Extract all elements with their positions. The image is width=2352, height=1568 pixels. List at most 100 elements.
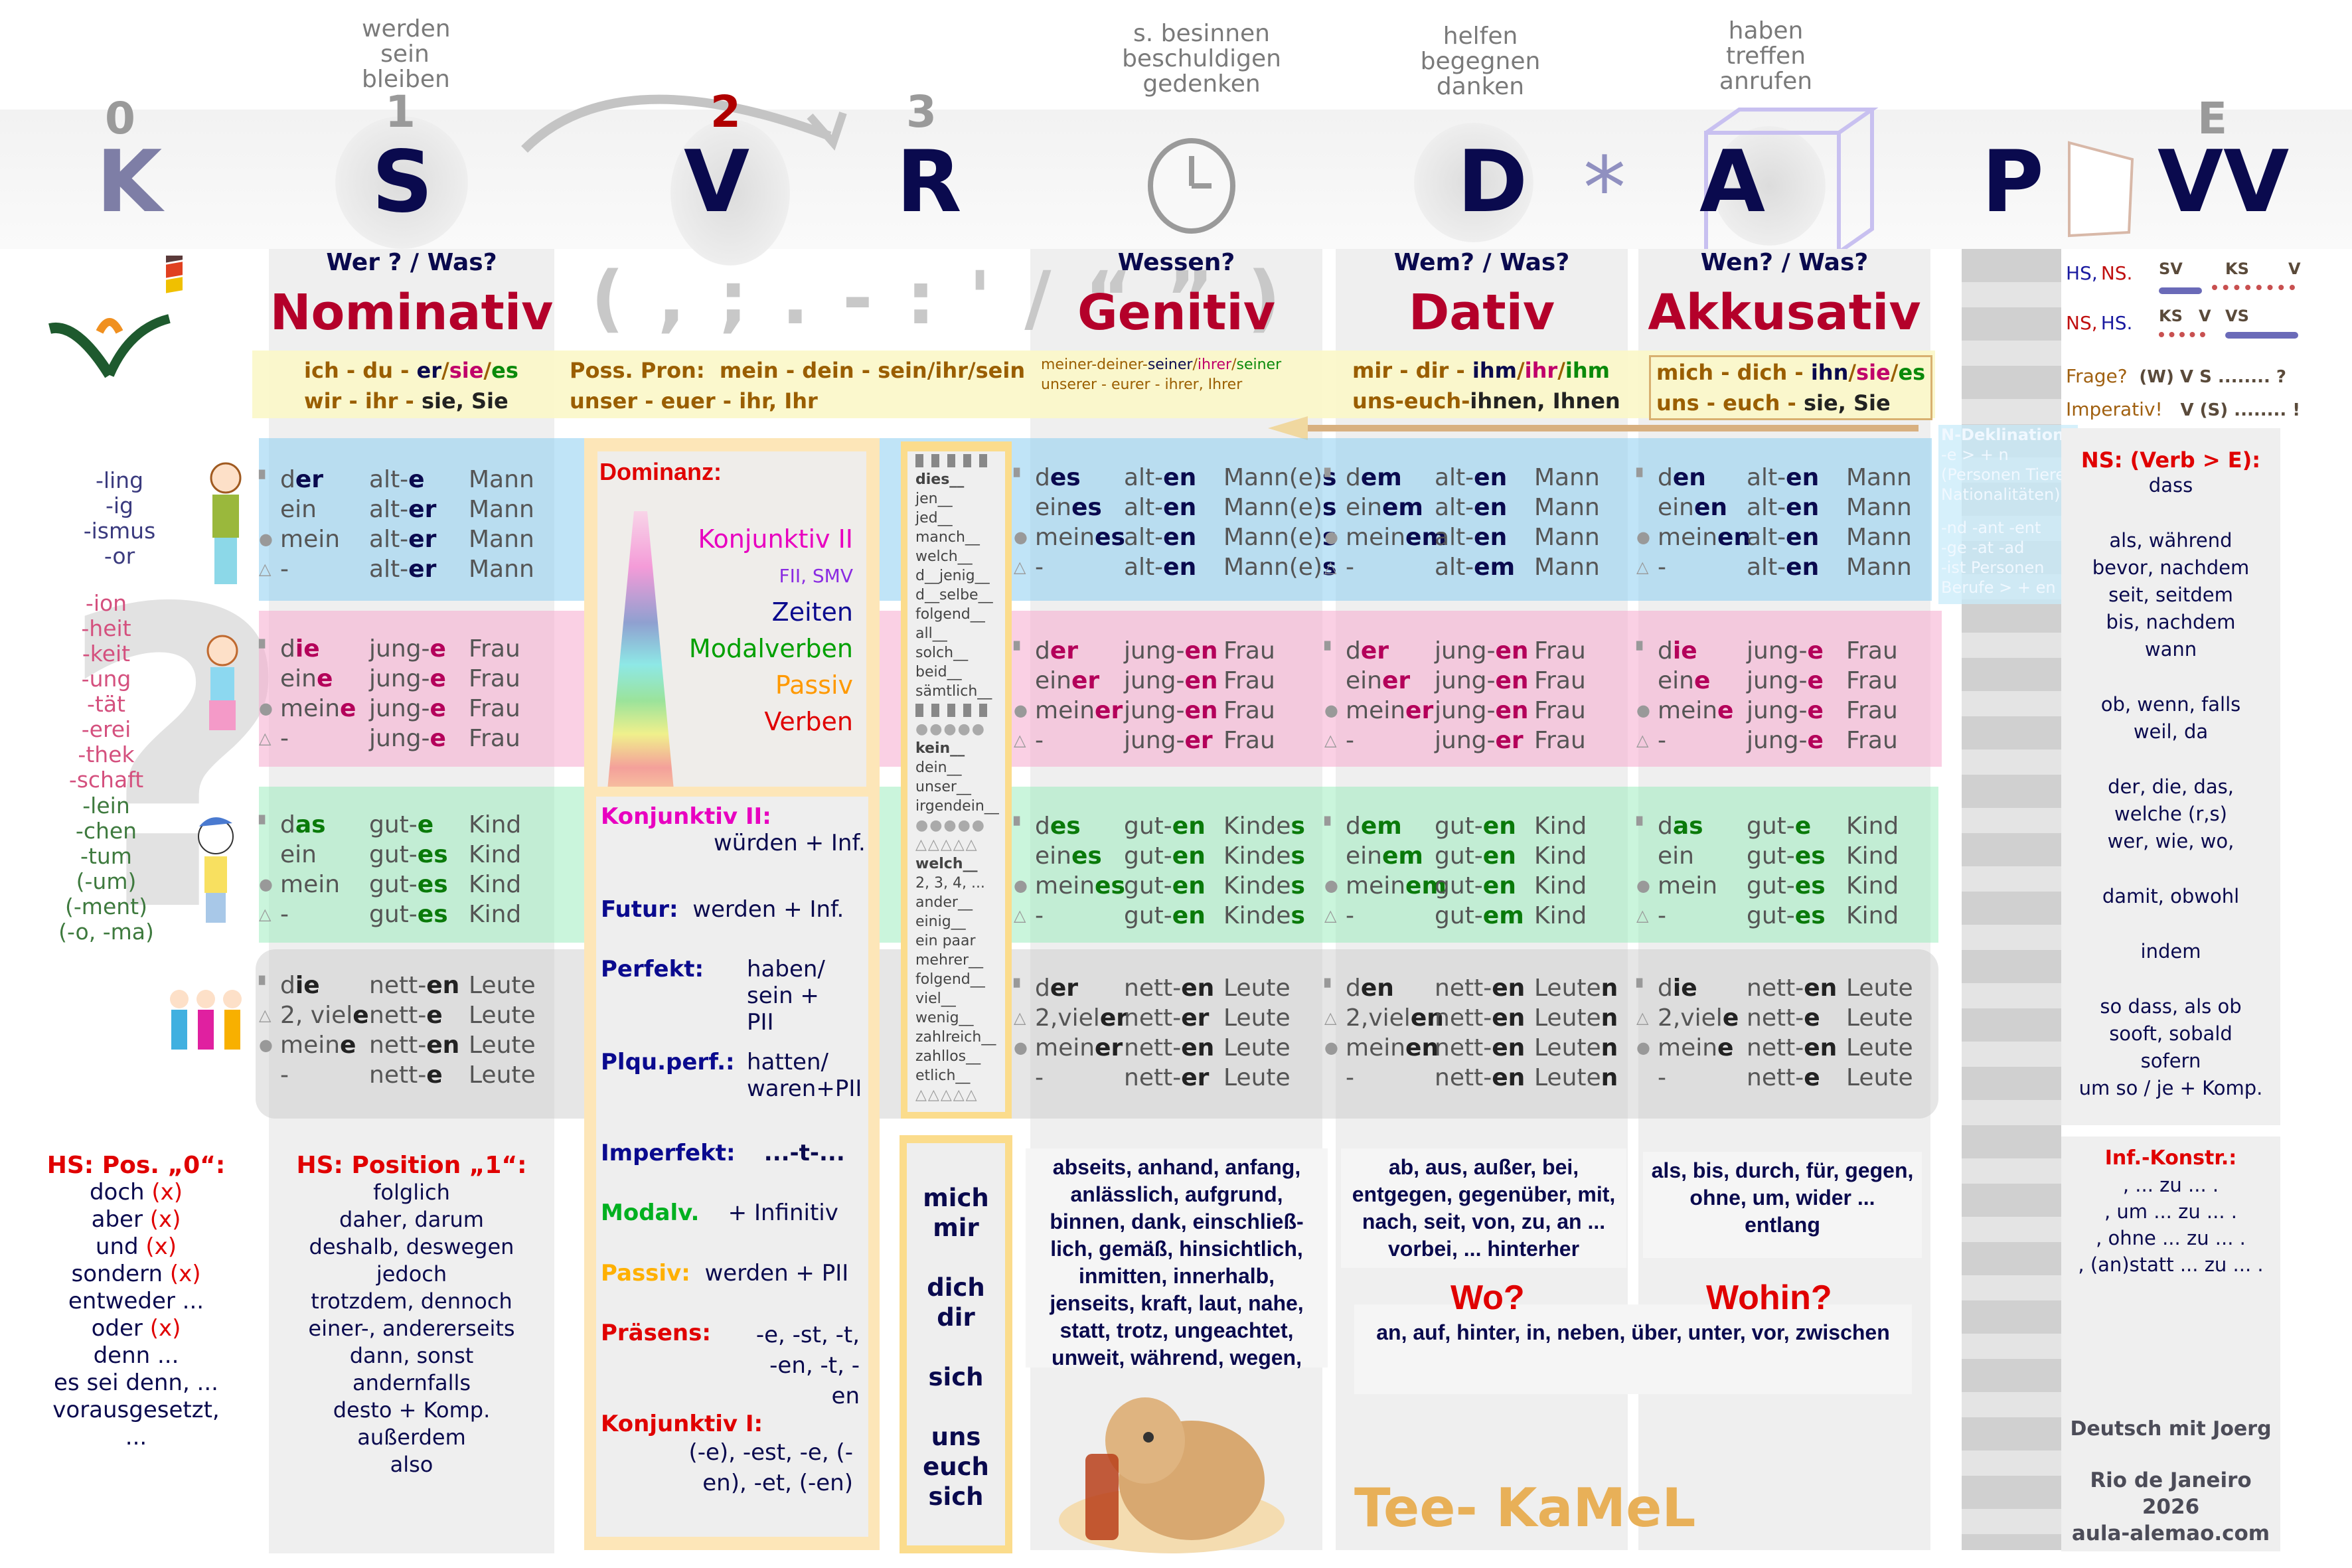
- pronoun-band: [252, 351, 1935, 418]
- declension-line: △ 2,vielen nett-en Leuten: [1324, 1004, 1618, 1032]
- verb-circle: [670, 119, 790, 266]
- determiner-item: d__jenig__: [915, 568, 990, 584]
- mascot-title: Tee- KaMeL: [1354, 1477, 1696, 1539]
- definite-marker-icon: [915, 704, 995, 717]
- tense-futur: Futur: werden + Inf.: [601, 896, 844, 923]
- article-type-marker-icon: ▘: [1324, 468, 1337, 487]
- clock-icon: [1148, 138, 1235, 234]
- genitiv-plural-declension: ▘ der nett-en Leute △ 2,vieler nett-er Leute ● me…: [1014, 973, 1291, 1093]
- declension-line: ● mein alt-er Mann: [259, 526, 534, 553]
- determiner-item: kein__: [915, 740, 965, 757]
- article-type-marker-icon: △: [1324, 1008, 1337, 1027]
- article-type-marker-icon: [1014, 1063, 1035, 1093]
- article-type-marker-icon: ●: [1324, 528, 1338, 546]
- akkusativ-verbs: haben treffen anrufen: [1719, 17, 1813, 95]
- subordinate-conjunction-item: dass: [2148, 474, 2193, 497]
- asterisk-icon: *: [1583, 139, 1626, 238]
- declension-line: ▘ des gut-en Kindes: [1014, 813, 1305, 840]
- determiner-list: dies__ jen__ jed__ manch__ welch__ d__jenig__…: [907, 451, 1005, 1112]
- declension-line: ● mein gut-es Kind: [1636, 872, 1899, 900]
- declension-line: einem alt-en Mann: [1324, 493, 1600, 522]
- declension-line: ▘ das gut-e Kind: [259, 811, 522, 838]
- adverb-item: folglich: [373, 1180, 450, 1205]
- author-credits: Rio de Janeiro 2026 aula-alemao.com: [2061, 1467, 2280, 1547]
- determiner-item: welch__: [915, 856, 978, 872]
- determiner-item: etlich__: [915, 1067, 971, 1084]
- article-type-marker-icon: ▘: [1636, 979, 1649, 997]
- word-order-ns-hs: NS, HS. KS V VS: [2066, 307, 2345, 365]
- article-type-marker-icon: ●: [1014, 876, 1028, 895]
- conjunction-item: oder (x): [91, 1315, 181, 1342]
- article-type-marker-icon: ▘: [1014, 817, 1026, 835]
- subordinate-conjunction-item: weil, da: [2133, 720, 2209, 743]
- zero-article-marker-icon: △△△△△: [915, 836, 979, 853]
- subordinate-conjunction-item: sofern: [2140, 1050, 2201, 1072]
- position-a-letter: A: [1699, 133, 1766, 232]
- conjunction-item: doch (x): [89, 1179, 183, 1206]
- tense-perfekt: Perfekt: haben/ sein + PII: [601, 956, 825, 1036]
- subordinate-conjunction-item: wer, wie, wo,: [2107, 830, 2234, 852]
- declension-line: ● meine jung-e Frau: [1636, 697, 1898, 724]
- article-type-marker-icon: △: [1636, 906, 1649, 925]
- declension-line: ▘ der alt-e Mann: [259, 466, 534, 493]
- position-3-number: 3: [906, 86, 937, 137]
- hs-position-1-list: HS: Position „1“: folglich daher, darum de…: [269, 1152, 554, 1478]
- adverb-item: deshalb, deswegen: [309, 1234, 514, 1259]
- declension-line: ● meinen nett-en Leuten: [1324, 1034, 1618, 1061]
- plural-row: [256, 949, 1938, 1119]
- article-type-marker-icon: [1014, 841, 1035, 871]
- subordinate-conjunction-item: [2061, 663, 2280, 691]
- genitiv-prepositions: abseits, anhand, anfang, anlässlich, auf…: [1026, 1148, 1328, 1370]
- determiner-item: solch__: [915, 645, 969, 661]
- logo-icon: [48, 256, 183, 378]
- determiner-item: einig__: [915, 913, 966, 930]
- declension-line: ▘ der jung-en Frau: [1014, 637, 1275, 665]
- declension-line: - nett-e Leute: [1636, 1063, 1913, 1093]
- article-type-marker-icon: [1014, 493, 1035, 522]
- subordinate-conjunction-item: [2061, 499, 2280, 527]
- article-type-marker-icon: ▘: [259, 639, 272, 658]
- dativ-masculine-declension: ▘ dem alt-en Mann einem alt-en Mann ● meinem alt-…: [1324, 463, 1600, 582]
- akkusativ-circle: [1713, 126, 1826, 246]
- article-type-marker-icon: △: [259, 905, 272, 923]
- determiner-item: irgendein__: [915, 798, 999, 815]
- article-type-marker-icon: ▘: [1014, 468, 1026, 487]
- word-order-imperative: Imperativ! V (S) ........ !: [2066, 398, 2301, 420]
- nominativ-header: Wer ? / Was? Nominativ: [270, 249, 554, 341]
- wechsel-prepositions: an, auf, hinter, in, neben, über, unter,…: [1354, 1304, 1912, 1394]
- akkusativ-header: Wen? / Was? Akkusativ: [1648, 249, 1921, 341]
- declension-line: ● meiner jung-en Frau: [1014, 697, 1275, 724]
- article-type-marker-icon: [259, 664, 280, 694]
- article-type-marker-icon: ●: [1324, 701, 1338, 720]
- neuter-suffixes: -lein -chen -tum (-um) (-ment) (-o, -ma): [58, 793, 154, 945]
- article-type-marker-icon: ●: [259, 875, 273, 894]
- declension-line: △ - gut-en Kindes: [1014, 902, 1305, 929]
- article-type-marker-icon: ▘: [1014, 641, 1026, 660]
- declension-line: einer jung-en Frau: [1324, 666, 1586, 696]
- adverb-item: einer-, andererseits: [308, 1316, 515, 1341]
- wo-question: Wo?: [1450, 1279, 1525, 1317]
- possessive-marker-icon: ●●●●●: [915, 721, 986, 738]
- declension-line: ▘ die jung-e Frau: [1636, 637, 1898, 665]
- determiner-item: 2, 3, 4, ...: [915, 875, 985, 892]
- article-type-marker-icon: ▘: [259, 815, 272, 834]
- dativ-pronouns: mir - dir - ihm/ihr/ihm uns-euch-ihnen, …: [1352, 358, 1620, 414]
- conjunction-item: denn ...: [93, 1342, 179, 1369]
- article-type-marker-icon: [1636, 493, 1658, 522]
- genitiv-masculine-declension: ▘ des alt-en Mann(e)s eines alt-en Mann(e)s ● me…: [1014, 463, 1336, 582]
- definite-marker-icon: [915, 454, 995, 467]
- determiner-item: sämtlich__: [915, 683, 992, 700]
- conjunction-item: vorausgesetzt, ...: [52, 1397, 220, 1450]
- feminine-suffixes: -ion -heit -keit -ung -tät -erei -thek -schaft: [68, 590, 144, 793]
- declension-line: einer jung-en Frau: [1014, 666, 1275, 696]
- akkusativ-prepositions: als, bis, durch, für, gegen, ohne, um, w…: [1643, 1152, 1922, 1258]
- website-link[interactable]: aula-alemao.com: [2071, 1522, 2270, 1545]
- determiner-item: manch__: [915, 529, 980, 546]
- declension-line: eine jung-e Frau: [259, 664, 520, 694]
- article-type-marker-icon: ▘: [259, 470, 272, 489]
- determiner-item: wenig__: [915, 1010, 974, 1026]
- adverb-item: also: [390, 1452, 433, 1477]
- feminine-row: [259, 611, 1942, 767]
- declension-line: △ - jung-e Frau: [1636, 727, 1898, 754]
- subordinate-conjunction-item: [2061, 910, 2280, 938]
